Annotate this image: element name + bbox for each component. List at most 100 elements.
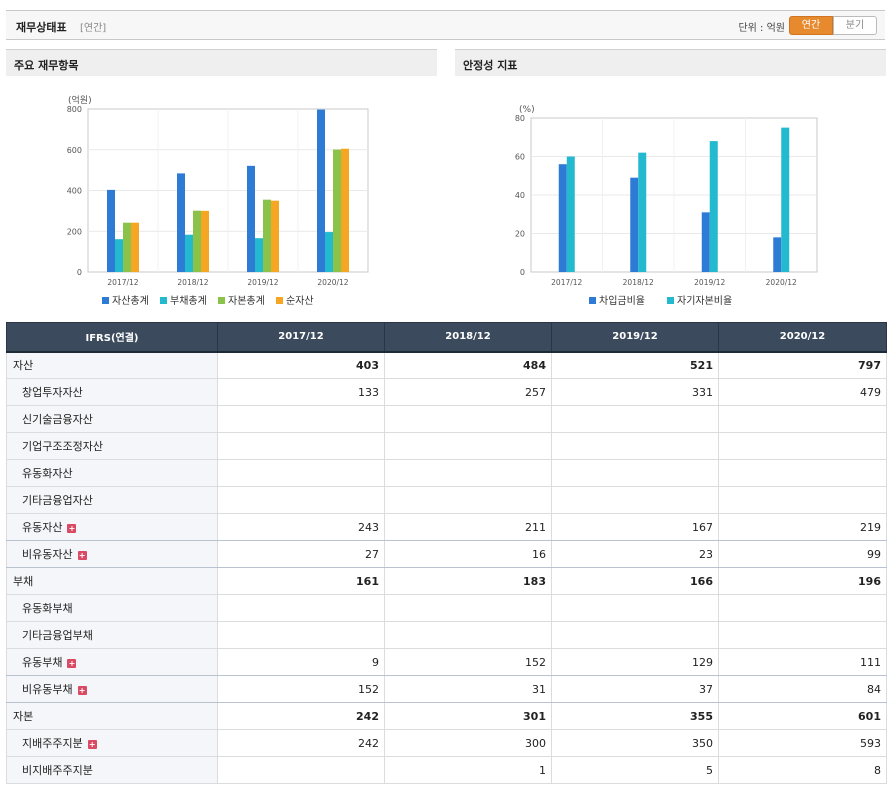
table-row: 비유동부채 +152 31 37 84 [6, 675, 887, 703]
value-cell: 211 [384, 513, 552, 541]
page-title: 재무상태표 [16, 21, 67, 34]
legend-swatch [218, 297, 225, 304]
y-tick-label: 800 [67, 105, 82, 114]
chart2-title: 안정성 지표 [463, 59, 518, 72]
value-cell: 129 [551, 648, 719, 676]
value-cell: 152 [384, 648, 552, 676]
value-cell [384, 432, 552, 460]
value-cell: 5 [551, 756, 719, 784]
expand-icon[interactable]: + [77, 551, 87, 560]
row-label-text: 비유동부채 [22, 683, 73, 696]
row-label-text: 지배주주지분 [22, 737, 83, 750]
legend-label: 자산총계 [112, 295, 149, 307]
bar [107, 189, 115, 272]
row-label-text: 창업투자자산 [22, 386, 83, 399]
value-cell: 355 [551, 702, 719, 730]
value-cell: 31 [384, 675, 552, 703]
annual-toggle-button[interactable]: 연간 [789, 16, 833, 35]
value-cell: 9 [217, 648, 385, 676]
bar [701, 212, 710, 272]
value-cell: 37 [551, 675, 719, 703]
y-tick-label: 80 [515, 114, 525, 123]
y-tick-label: 200 [67, 227, 82, 236]
expand-icon[interactable]: + [87, 740, 97, 749]
row-label: 지배주주지분 + [6, 729, 218, 757]
row-label: 유동자산 + [6, 513, 218, 541]
expand-icon[interactable]: + [77, 686, 87, 695]
value-cell [217, 594, 385, 622]
value-cell [384, 405, 552, 433]
y-axis-label: (억원) [68, 94, 92, 106]
value-cell: 300 [384, 729, 552, 757]
row-label: 유동부채 + [6, 648, 218, 676]
table-row: 자본 242 301 355 601 [6, 702, 887, 730]
value-cell: 23 [551, 540, 719, 568]
bar [781, 127, 790, 272]
quarter-toggle-button[interactable]: 분기 [833, 16, 877, 35]
row-label: 비지배주주지분 [6, 756, 218, 784]
y-tick-label: 40 [515, 191, 525, 200]
row-label: 유동화자산 [6, 459, 218, 487]
table-row: 창업투자자산 133 257 331 479 [6, 378, 887, 406]
value-cell [551, 432, 719, 460]
value-cell: 16 [384, 540, 552, 568]
table-row: 비유동자산 +27 16 23 99 [6, 540, 887, 568]
y-tick-label: 0 [520, 268, 525, 277]
bar [638, 152, 647, 272]
bar [773, 237, 782, 272]
table-row: 유동화자산 [6, 459, 887, 487]
table-row: 기업구조조정자산 [6, 432, 887, 460]
value-cell [551, 594, 719, 622]
value-cell [217, 756, 385, 784]
statement-header: 재무상태표 [연간] 단위 : 억원 연간 분기 [6, 10, 885, 40]
value-cell [384, 486, 552, 514]
header-cell: IFRS(연결) [6, 322, 218, 353]
row-label-text: 비유동자산 [22, 548, 73, 561]
value-cell: 111 [718, 648, 887, 676]
row-label: 유동화부채 [6, 594, 218, 622]
value-cell: 601 [718, 702, 887, 730]
y-tick-label: 400 [67, 187, 82, 196]
legend-label: 자본총계 [228, 295, 265, 307]
value-cell: 484 [384, 351, 552, 379]
y-tick-label: 20 [515, 230, 525, 239]
period-label: [연간] [80, 23, 107, 34]
value-cell [551, 405, 719, 433]
table-row: 기타금융업자산 [6, 486, 887, 514]
value-cell [551, 459, 719, 487]
financial-table: IFRS(연결) 2017/12 2018/12 2019/12 2020/12… [6, 322, 887, 784]
legend-swatch [102, 297, 109, 304]
x-tick-label: 2018/12 [177, 278, 208, 287]
value-cell [384, 459, 552, 487]
value-cell: 166 [551, 567, 719, 595]
row-label: 기업구조조정자산 [6, 432, 218, 460]
value-cell: 84 [718, 675, 887, 703]
value-cell: 1 [384, 756, 552, 784]
chart1-title: 주요 재무항목 [14, 59, 79, 72]
value-cell: 242 [217, 702, 385, 730]
value-cell: 161 [217, 567, 385, 595]
chart2-header: 안정성 지표 [455, 49, 886, 76]
value-cell: 167 [551, 513, 719, 541]
value-cell: 196 [718, 567, 887, 595]
expand-icon[interactable]: + [67, 659, 77, 668]
table-row: 지배주주지분 +242 300 350 593 [6, 729, 887, 757]
chart1-header: 주요 재무항목 [6, 49, 437, 76]
bar [566, 156, 575, 272]
value-cell: 521 [551, 351, 719, 379]
value-cell [718, 486, 887, 514]
legend-swatch [276, 297, 283, 304]
bar [193, 210, 201, 272]
unit-label: 단위 : 억원 [738, 23, 785, 34]
bar [263, 199, 271, 272]
table-row: 유동부채 +9 152 129 111 [6, 648, 887, 676]
value-cell: 27 [217, 540, 385, 568]
row-label-text: 기업구조조정자산 [22, 440, 103, 453]
expand-icon[interactable]: + [67, 524, 77, 533]
chart1: 0 200 400 600 800(억원) 2017/12 2018/12 2019/12 20… [67, 94, 369, 307]
y-tick-label: 0 [77, 268, 82, 277]
bar [201, 210, 209, 272]
bar [247, 165, 255, 272]
value-cell [384, 594, 552, 622]
bar [177, 173, 185, 272]
